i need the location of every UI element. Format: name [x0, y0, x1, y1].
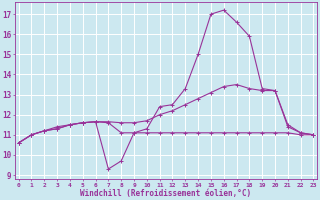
X-axis label: Windchill (Refroidissement éolien,°C): Windchill (Refroidissement éolien,°C) [81, 189, 252, 198]
